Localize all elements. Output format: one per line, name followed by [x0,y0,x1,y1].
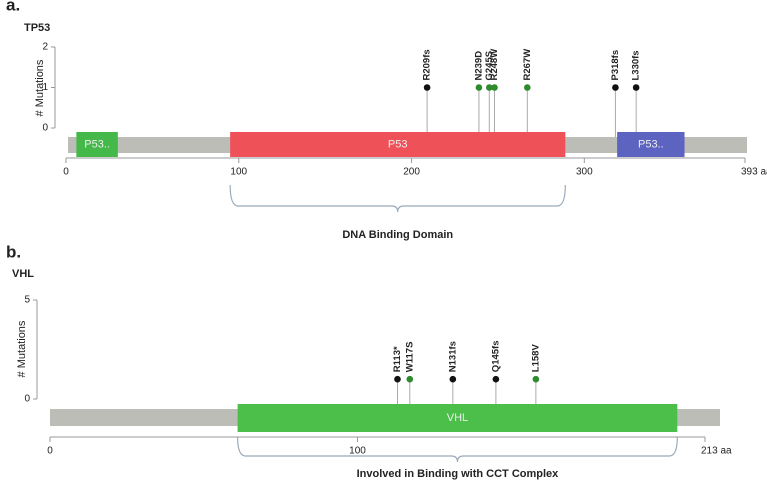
mutation-label: L158V [530,344,541,373]
mutation-label: N131fs [447,341,458,372]
annotation-bracket [236,436,678,463]
gene-name: TP53 [24,22,50,34]
mutation-label: G245S [484,51,495,81]
annotation-bracket [229,184,566,213]
mutation-dot [485,84,493,91]
mutation-label: R113* [392,346,403,372]
mutation-label: L330fs [631,50,642,80]
domain-label: VHL [447,412,468,424]
domain [230,132,566,157]
mutation-dot [492,375,500,383]
y-tick-label: 0 [24,394,30,405]
annotation-label: DNA Binding Domain [342,229,453,241]
domain-label: P53 [388,138,408,150]
mutation-dot [394,375,401,383]
y-tick-label: 2 [42,42,48,53]
panel-label: a. [6,0,20,14]
domain-label: P53.. [638,138,664,150]
x-tick-label: 100 [349,446,366,457]
mutation-dot [632,84,640,91]
mutation-dot [475,84,483,91]
y-tick-label: 5 [24,295,30,306]
annotation-label: Involved in Binding with CCT Complex [357,468,560,480]
x-tick-label: 213 aa [701,446,732,457]
mutation-label: P318fs [610,50,621,81]
panel-label: b. [6,242,21,261]
mutation-dot [406,375,414,383]
x-tick-label: 100 [230,167,247,178]
y-tick-label: 0 [42,123,48,134]
mutation-dot [423,84,431,91]
mutation-dot [449,375,457,383]
y-tick-label: 1 [42,82,48,93]
mutation-dot [491,84,498,91]
y-axis-label: # Mutations [16,320,28,377]
x-tick-label: 200 [403,167,420,178]
mutation-dot [524,84,531,91]
x-tick-label: 300 [576,167,593,178]
mutation-label: Q145fs [490,341,501,373]
mutation-label: N239D [473,51,484,81]
gene-name: VHL [12,268,34,280]
x-tick-label: 393 aa [741,167,767,178]
mutation-label: R209fs [422,49,433,80]
mutation-dot [532,375,540,383]
y-axis-label: # Mutations [34,59,46,116]
domain [76,132,118,157]
mutation-label: W117S [404,342,415,373]
domain-label: P53.. [84,138,110,150]
x-tick-label: 0 [47,446,53,457]
domain [617,132,685,157]
mutation-label: R248W [489,49,500,81]
mutation-label: R267W [522,49,533,81]
domain [237,404,678,432]
mutation-dot [612,84,619,91]
x-tick-label: 0 [63,167,69,178]
